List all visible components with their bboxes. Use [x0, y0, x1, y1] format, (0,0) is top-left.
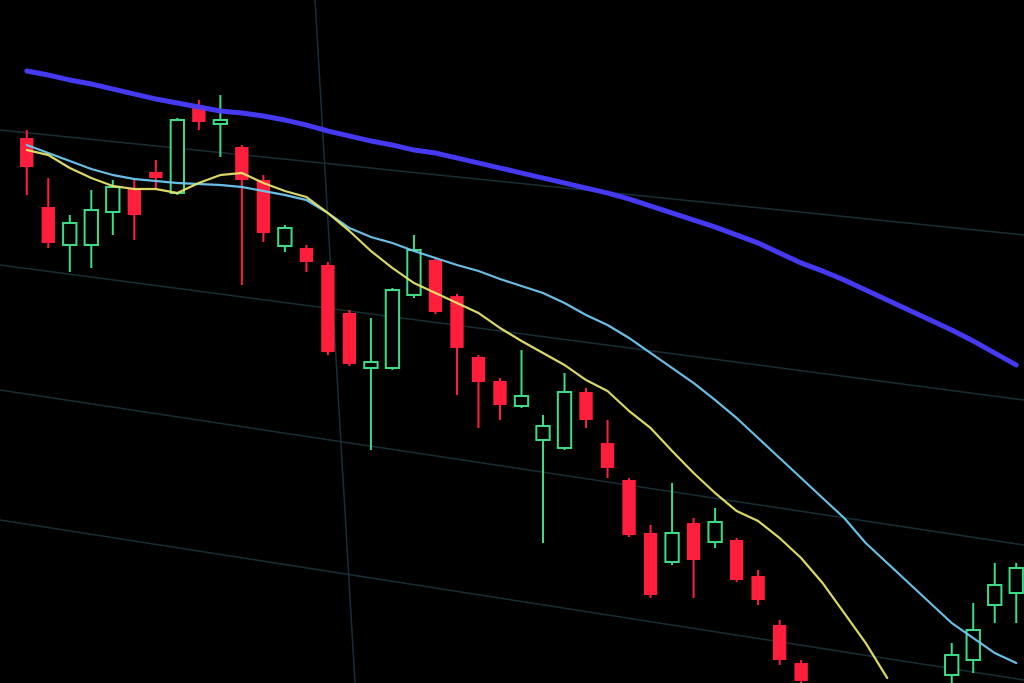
- moving-average-line: [25, 143, 1018, 665]
- candle-body: [83, 209, 99, 246]
- moving-average-line: [24, 68, 1019, 368]
- candle-body: [127, 188, 141, 215]
- candle-body: [41, 207, 55, 243]
- candle-body: [707, 521, 723, 543]
- candle-body: [384, 289, 401, 369]
- candle-body: [579, 392, 593, 420]
- candle-body: [256, 180, 271, 233]
- candle-body: [277, 227, 293, 247]
- candle-body: [664, 532, 680, 563]
- candle-body: [471, 357, 486, 382]
- candle-body: [363, 361, 379, 369]
- candle-body: [235, 147, 249, 180]
- candle-body: [450, 296, 464, 348]
- candle-body: [965, 629, 981, 661]
- moving-average-line: [25, 148, 889, 680]
- grid-line: [314, 0, 356, 683]
- candle-body: [62, 222, 78, 246]
- candle-body: [299, 248, 314, 262]
- candle-body: [987, 584, 1003, 606]
- candle-body: [321, 265, 335, 352]
- candle-body: [1008, 567, 1024, 594]
- candle-body: [513, 395, 530, 407]
- candle-body: [686, 523, 701, 560]
- candle-body: [406, 249, 422, 296]
- candle-body: [751, 576, 765, 600]
- candle-body: [729, 540, 744, 580]
- grid-line: [0, 264, 1024, 401]
- candle-body: [493, 381, 507, 405]
- candle-body: [149, 172, 163, 178]
- candle-body: [342, 313, 357, 364]
- candle-body: [622, 480, 636, 535]
- candle-body: [556, 391, 573, 449]
- grid-line: [0, 389, 1024, 546]
- candle-body: [772, 625, 787, 660]
- candle-body: [944, 654, 960, 676]
- grid-line: [0, 519, 1024, 681]
- candle-body: [600, 443, 615, 468]
- candle-body: [535, 425, 551, 441]
- candle-body: [212, 119, 229, 125]
- candle-body: [794, 663, 808, 681]
- candle-body: [428, 260, 443, 312]
- candle-body: [643, 533, 658, 595]
- candle-body: [105, 186, 121, 213]
- candle-body: [20, 138, 34, 167]
